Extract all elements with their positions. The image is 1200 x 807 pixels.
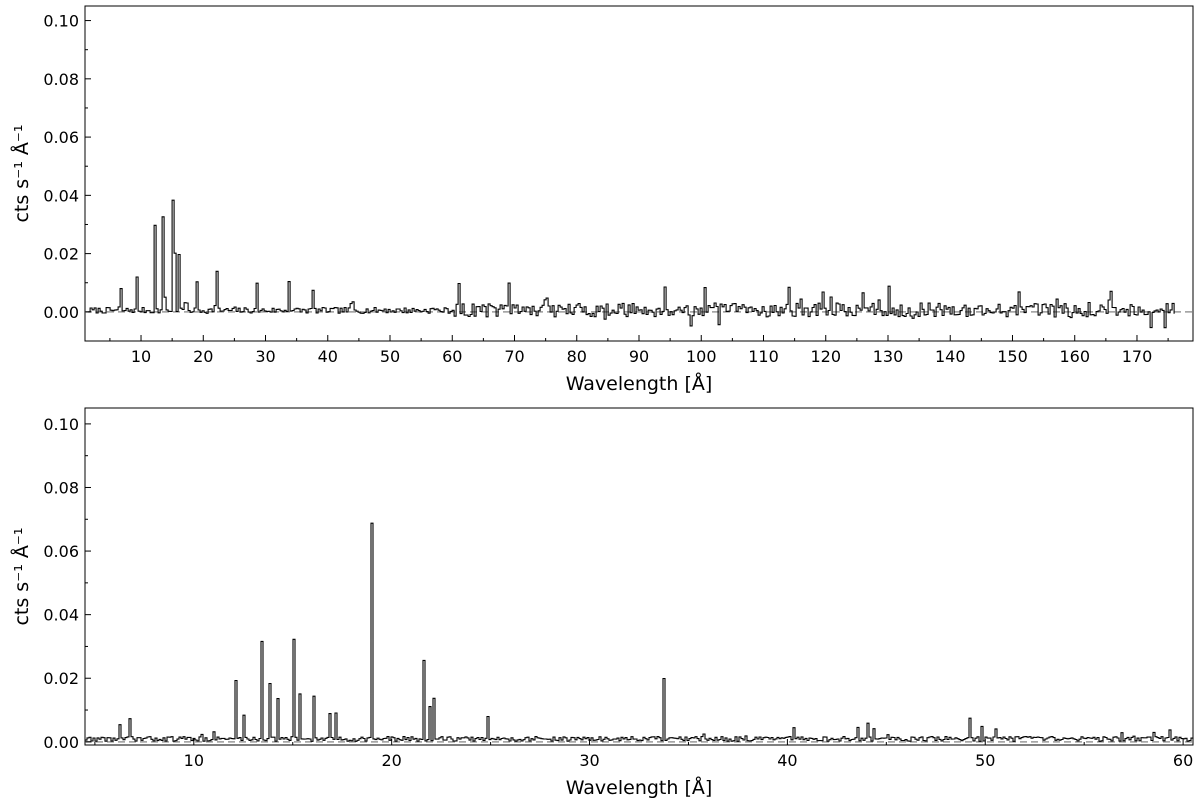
x-tick-label: 60 xyxy=(442,347,462,366)
x-axis-ticks: 10 20 30 40 50 60 xyxy=(94,739,1193,770)
x-axis-label: Wavelength [Å] xyxy=(566,776,713,799)
x-tick-label: 170 xyxy=(1122,347,1153,366)
y-tick-label: 0.00 xyxy=(43,733,79,752)
x-tick-label: 120 xyxy=(810,347,841,366)
y-tick-label: 0.02 xyxy=(43,669,79,688)
y-axis-ticks: 0.00 0.02 0.04 0.06 0.08 0.10 xyxy=(43,12,91,322)
x-tick-label: 40 xyxy=(318,347,338,366)
x-tick-label: 50 xyxy=(975,751,995,770)
full-spectrum-panel: 10 20 30 40 50 60 70 80 90 100 110 120 130 140 150 160 1… xyxy=(10,5,1194,395)
y-tick-label: 0.08 xyxy=(43,478,79,497)
y-axis-label: cts s⁻¹ Å⁻¹ xyxy=(10,124,33,222)
x-tick-label: 70 xyxy=(504,347,524,366)
x-tick-label: 80 xyxy=(567,347,587,366)
x-axis-ticks: 10 20 30 40 50 60 70 80 90 100 110 120 130 140 150 160 1… xyxy=(109,335,1169,366)
y-tick-label: 0.10 xyxy=(43,12,79,31)
x-tick-label: 110 xyxy=(748,347,779,366)
x-axis-label: Wavelength [Å] xyxy=(566,372,713,395)
plot-frame xyxy=(84,407,1194,746)
y-tick-label: 0.08 xyxy=(43,70,79,89)
x-tick-label: 10 xyxy=(184,751,204,770)
spectrum-trace xyxy=(88,199,1175,329)
x-tick-label: 20 xyxy=(193,347,213,366)
x-tick-label: 150 xyxy=(997,347,1028,366)
x-tick-label: 60 xyxy=(1173,751,1193,770)
x-tick-label: 20 xyxy=(381,751,401,770)
zoomed-spectrum-panel: 10 20 30 40 50 60 0.00 0.02 0.04 0.06 0.08 0.10 Wa… xyxy=(10,407,1194,799)
y-tick-label: 0.10 xyxy=(43,415,79,434)
spectrum-trace xyxy=(85,522,1194,742)
x-tick-label: 160 xyxy=(1059,347,1090,366)
x-tick-label: 90 xyxy=(629,347,649,366)
x-tick-label: 130 xyxy=(873,347,904,366)
x-tick-label: 140 xyxy=(935,347,966,366)
x-tick-label: 100 xyxy=(686,347,717,366)
y-tick-label: 0.04 xyxy=(43,186,79,205)
y-tick-label: 0.00 xyxy=(43,303,79,322)
y-tick-label: 0.06 xyxy=(43,128,79,147)
x-tick-label: 30 xyxy=(255,347,275,366)
x-tick-label: 40 xyxy=(777,751,797,770)
y-tick-label: 0.02 xyxy=(43,245,79,264)
y-tick-label: 0.06 xyxy=(43,542,79,561)
x-tick-label: 30 xyxy=(579,751,599,770)
y-axis-label: cts s⁻¹ Å⁻¹ xyxy=(10,527,33,625)
x-tick-label: 10 xyxy=(131,347,151,366)
y-axis-ticks: 0.00 0.02 0.04 0.06 0.08 0.10 xyxy=(43,415,91,752)
y-tick-label: 0.04 xyxy=(43,606,79,625)
x-tick-label: 50 xyxy=(380,347,400,366)
